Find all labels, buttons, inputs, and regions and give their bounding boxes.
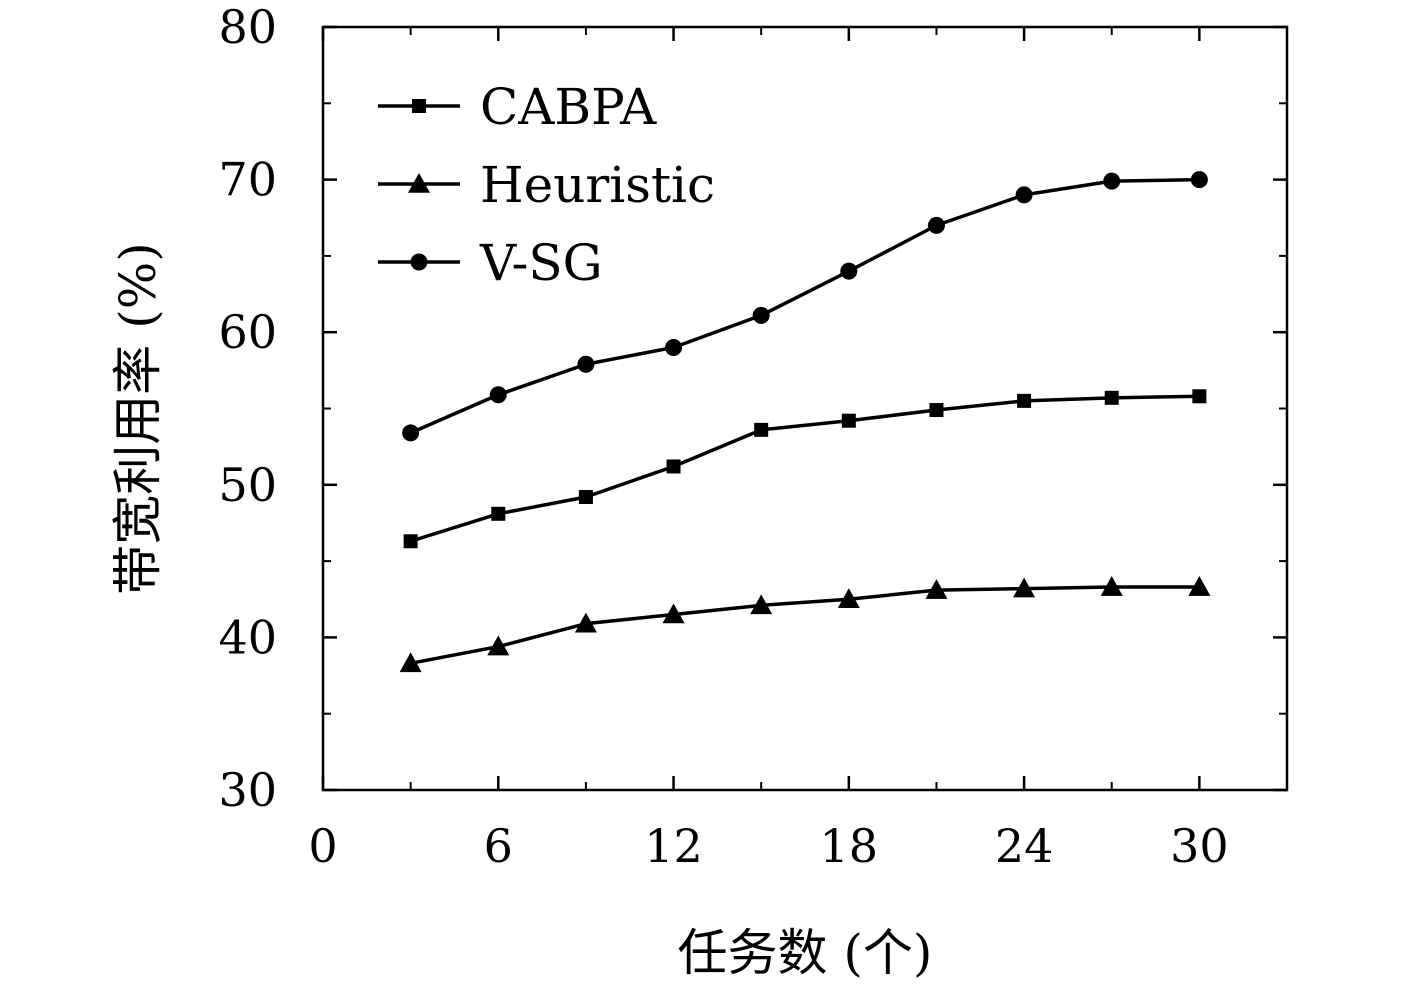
data-point [925,579,948,599]
data-point [1015,186,1033,204]
legend: CABPA Heuristic V-SG [378,78,715,292]
data-point [927,216,945,234]
y-tick-label: 40 [218,610,277,664]
legend-entry: V-SG [378,234,603,292]
ticks: 0 6 12 18 24 30 30 40 50 60 70 80 [218,0,1287,873]
y-tick-label: 60 [218,305,277,359]
data-point [929,403,944,418]
series-heuristic [399,576,1211,673]
data-point [754,422,769,437]
y-tick-label: 70 [218,153,277,207]
data-point [1103,172,1121,190]
data-point [1192,389,1207,404]
legend-label: V-SG [479,234,603,292]
series-lines [399,171,1211,673]
data-point [841,413,856,428]
data-point [1190,171,1208,189]
x-tick-label: 0 [308,819,337,873]
data-point [666,459,681,474]
x-tick-label: 30 [1170,819,1229,873]
data-point [491,506,506,521]
y-tick-label: 50 [218,458,277,512]
data-point [1188,576,1211,596]
series-line [409,177,1200,435]
data-point [750,594,773,615]
data-point [1017,393,1032,408]
data-point [577,355,595,373]
x-tick-label: 6 [484,819,513,873]
legend-marker [408,173,430,193]
y-axis-title: 带宽利用率 (%) [109,242,167,594]
series-v-sg [402,171,1208,442]
series-line [410,585,1200,666]
y-tick-label: 30 [218,763,277,817]
data-point [403,534,418,549]
y-tick-label: 80 [218,0,277,54]
data-point [840,262,858,280]
data-point [574,612,597,633]
data-point [665,338,683,356]
data-point [489,386,507,404]
data-point [1100,576,1123,596]
data-point [1104,390,1119,405]
x-tick-label: 24 [995,819,1054,873]
legend-entry: Heuristic [378,156,715,214]
legend-entry: CABPA [378,78,657,136]
data-point [837,588,860,609]
data-point [752,306,770,324]
x-axis-title: 任务数 (个) [678,924,933,982]
data-point [578,490,593,505]
data-point [487,635,510,656]
legend-marker [412,99,426,113]
data-point [399,652,422,673]
legend-label: CABPA [480,78,657,136]
series-line [410,394,1200,543]
series-cabpa [403,389,1207,549]
data-point [662,603,685,624]
data-point [1013,577,1036,598]
data-point [402,424,420,442]
legend-label: Heuristic [480,156,715,214]
x-tick-label: 12 [644,819,703,873]
x-tick-label: 18 [820,819,879,873]
legend-marker [410,253,428,271]
